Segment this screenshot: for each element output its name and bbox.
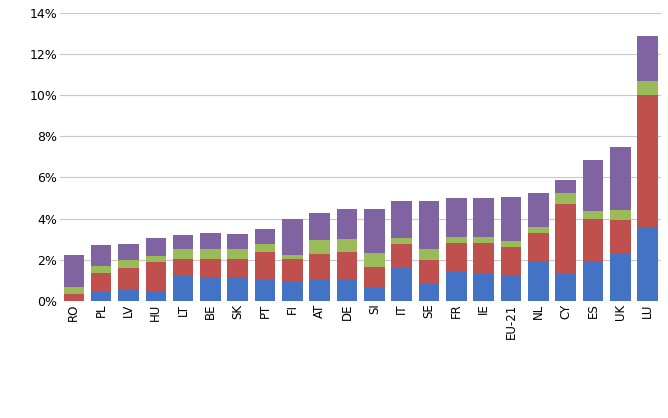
Bar (255, 229, 275, 244)
Bar (610, 219, 631, 254)
Bar (282, 255, 303, 259)
Bar (118, 244, 139, 260)
Bar (282, 219, 303, 255)
Bar (228, 250, 248, 259)
Bar (282, 283, 303, 301)
Bar (228, 234, 248, 250)
Bar (474, 237, 494, 243)
Bar (501, 247, 521, 275)
Bar (200, 233, 220, 250)
Bar (146, 238, 166, 256)
Bar (337, 279, 357, 301)
Bar (200, 250, 220, 259)
Bar (63, 294, 84, 301)
Bar (419, 285, 440, 301)
Bar (337, 239, 357, 252)
Bar (582, 212, 603, 219)
Bar (501, 197, 521, 241)
Bar (391, 268, 412, 301)
Bar (528, 233, 548, 261)
Bar (528, 227, 548, 233)
Bar (63, 255, 84, 287)
Bar (309, 280, 330, 301)
Bar (173, 235, 193, 250)
Bar (364, 288, 385, 301)
Bar (337, 209, 357, 239)
Bar (582, 219, 603, 261)
Bar (309, 214, 330, 240)
Bar (555, 274, 576, 301)
Bar (419, 260, 440, 285)
Bar (555, 193, 576, 204)
Bar (255, 244, 275, 252)
Bar (309, 254, 330, 280)
Bar (228, 259, 248, 278)
Bar (555, 204, 576, 274)
Bar (474, 198, 494, 237)
Bar (610, 210, 631, 219)
Bar (146, 262, 166, 291)
Bar (528, 193, 548, 227)
Bar (610, 254, 631, 301)
Bar (173, 250, 193, 259)
Bar (118, 288, 139, 301)
Bar (637, 36, 658, 81)
Bar (528, 261, 548, 301)
Bar (610, 148, 631, 210)
Bar (391, 201, 412, 238)
Bar (255, 280, 275, 301)
Bar (419, 250, 440, 260)
Bar (364, 267, 385, 288)
Bar (146, 256, 166, 262)
Bar (446, 198, 467, 237)
Bar (309, 240, 330, 254)
Bar (173, 259, 193, 276)
Bar (637, 95, 658, 227)
Bar (582, 261, 603, 301)
Bar (446, 237, 467, 243)
Bar (200, 278, 220, 301)
Bar (146, 291, 166, 301)
Bar (501, 275, 521, 301)
Bar (364, 209, 385, 252)
Bar (200, 259, 220, 278)
Bar (91, 266, 112, 273)
Bar (501, 241, 521, 247)
Bar (118, 260, 139, 268)
Bar (118, 268, 139, 288)
Bar (391, 244, 412, 268)
Bar (91, 245, 112, 266)
Bar (582, 160, 603, 212)
Bar (391, 238, 412, 244)
Bar (637, 227, 658, 301)
Bar (63, 287, 84, 294)
Bar (228, 278, 248, 301)
Bar (255, 252, 275, 280)
Bar (282, 259, 303, 283)
Bar (173, 276, 193, 301)
Bar (446, 243, 467, 272)
Bar (364, 252, 385, 267)
Bar (474, 274, 494, 301)
Legend: Legal, Accounting, Architects, Engineers: Legal, Accounting, Architects, Engineers (176, 417, 545, 418)
Bar (91, 273, 112, 292)
Bar (474, 243, 494, 274)
Bar (337, 252, 357, 279)
Bar (91, 292, 112, 301)
Bar (637, 81, 658, 95)
Bar (446, 272, 467, 301)
Bar (555, 181, 576, 193)
Bar (419, 201, 440, 250)
